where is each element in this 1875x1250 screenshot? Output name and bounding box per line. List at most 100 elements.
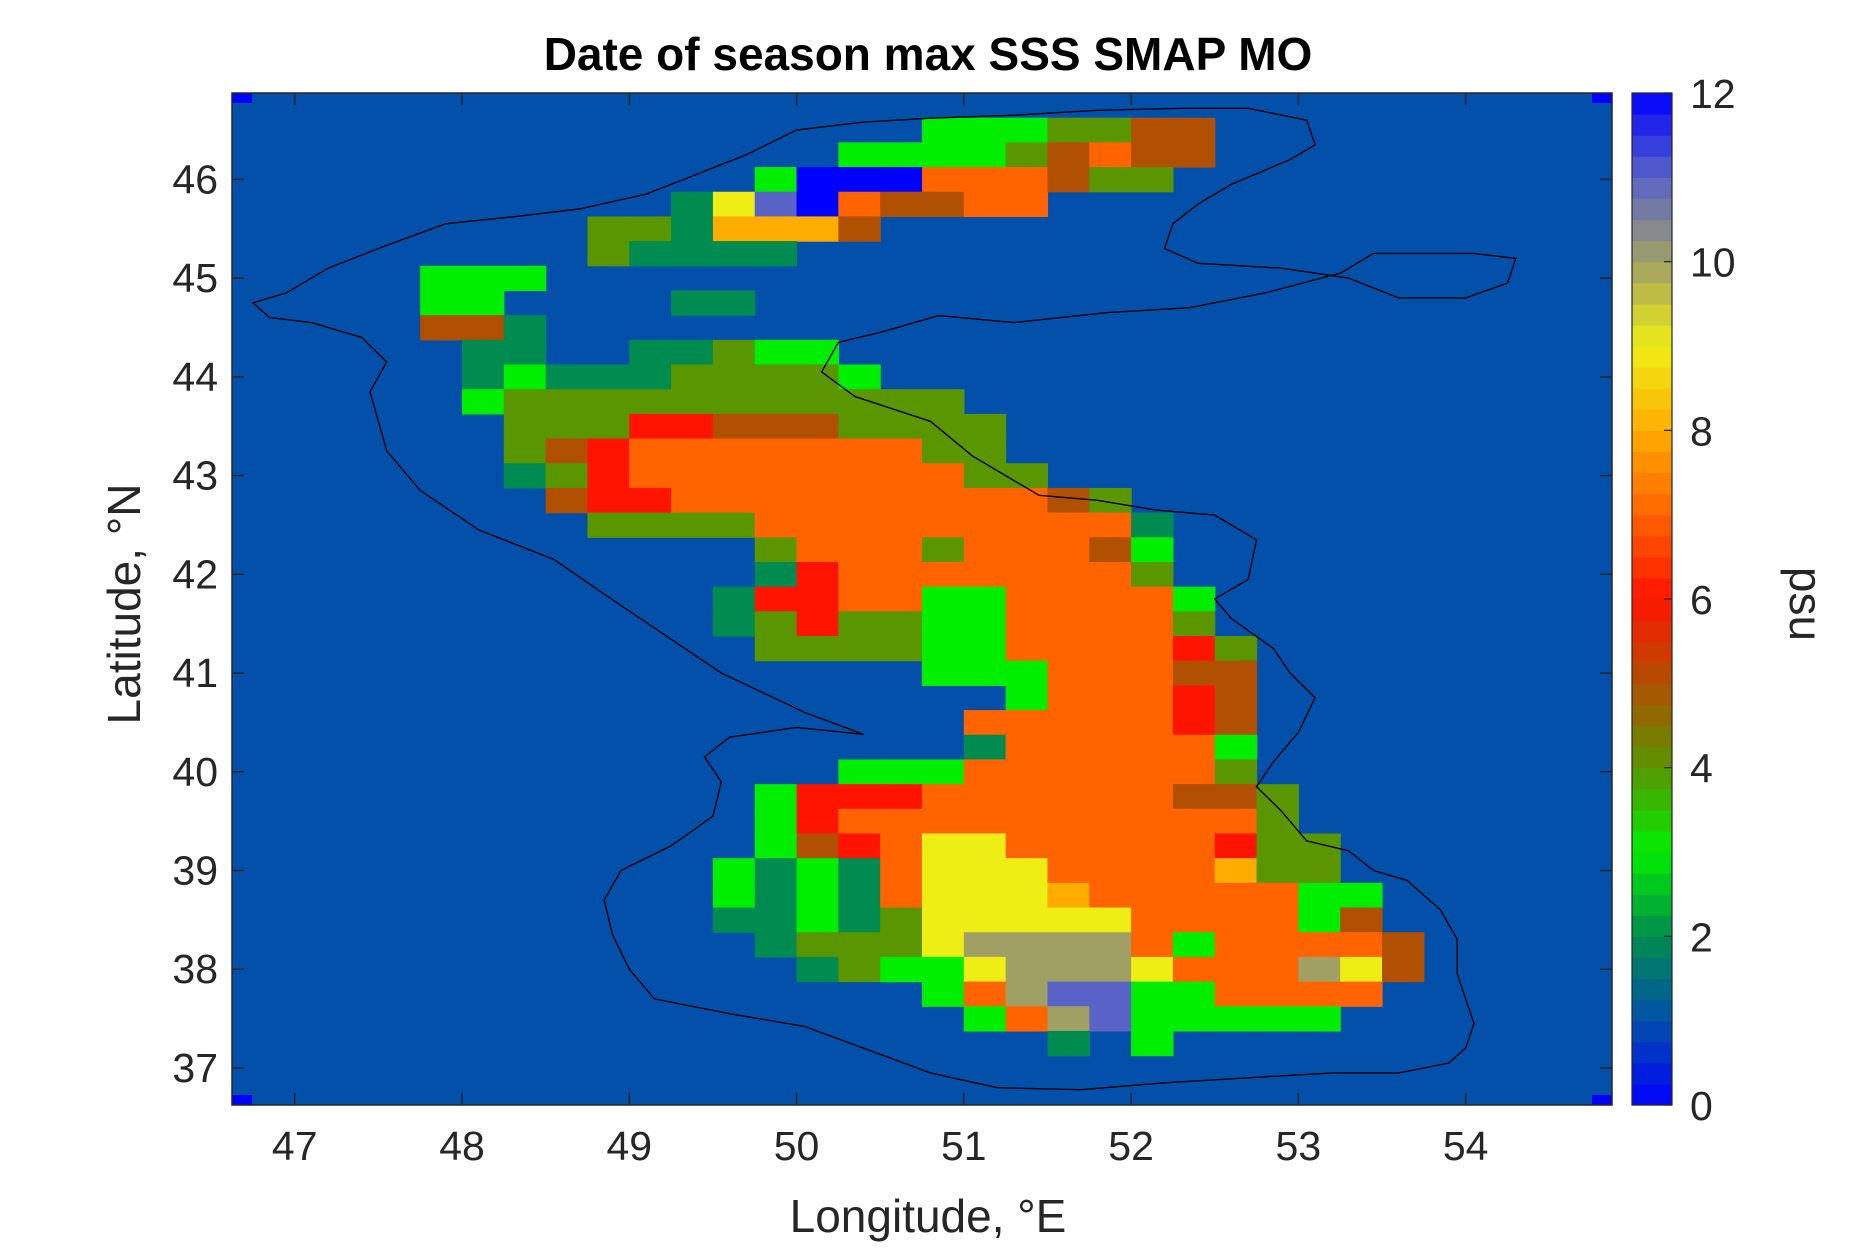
heatmap-cell (1089, 882, 1132, 909)
heatmap-cell (1089, 784, 1132, 810)
heatmap-cell (1005, 858, 1049, 884)
heatmap-cell (1172, 710, 1216, 736)
heatmap-cell (796, 956, 839, 983)
colorbar-segment (1632, 409, 1672, 431)
heatmap-cell (922, 882, 965, 909)
heatmap-cell (1047, 710, 1090, 736)
heatmap-cell (754, 784, 798, 810)
heatmap-cell (1172, 858, 1216, 884)
colorbar-segment (1632, 1083, 1672, 1106)
colorbar-segment (1632, 367, 1672, 389)
heatmap-cell (671, 191, 714, 218)
heatmap-cell (838, 808, 881, 835)
y-tick-label: 41 (172, 650, 218, 696)
heatmap-cell (880, 833, 923, 859)
heatmap-cell (838, 586, 881, 612)
heatmap-cell (1172, 1006, 1216, 1032)
heatmap-cell (503, 339, 547, 366)
colorbar-segment (1632, 662, 1672, 684)
colorbar-segment (1632, 493, 1672, 516)
heatmap-cell (1047, 586, 1090, 612)
heatmap-cell (796, 463, 839, 489)
heatmap-cell (922, 191, 965, 218)
heatmap-cell (922, 611, 965, 637)
heatmap-cell (1005, 784, 1049, 810)
heatmap-cell (671, 216, 714, 242)
y-axis-label: Latitude, °N (98, 484, 150, 725)
colorbar-tick-label: 8 (1690, 408, 1713, 454)
heatmap-cell (1131, 981, 1174, 1007)
heatmap-cell (587, 487, 630, 514)
heatmap-cell (1131, 710, 1174, 736)
heatmap-cell (1131, 907, 1174, 933)
colorbar-segment (1632, 177, 1672, 200)
colorbar-segment (1632, 303, 1672, 326)
heatmap-cell (1172, 808, 1216, 835)
colorbar-segment (1632, 282, 1672, 305)
heatmap-cell (754, 364, 798, 390)
heatmap-cell (462, 339, 505, 366)
heatmap-cell (1256, 932, 1299, 958)
heatmap-cell (1047, 611, 1090, 637)
heatmap-cell (838, 561, 881, 588)
heatmap-cell (922, 981, 965, 1007)
heatmap-cell (796, 191, 839, 218)
heatmap-cell (754, 191, 798, 218)
heatmap-cell (1005, 611, 1049, 637)
heatmap-cell (838, 167, 881, 193)
heatmap-cell (922, 561, 965, 588)
heatmap-cell (838, 932, 881, 958)
heatmap-cell (1131, 685, 1174, 711)
colorbar-segment (1632, 788, 1672, 811)
heatmap-cell (629, 389, 672, 415)
heatmap-cell (963, 907, 1007, 933)
heatmap-cell (922, 487, 965, 514)
colorbar-segment (1632, 620, 1672, 642)
corner-cell (232, 93, 252, 103)
colorbar-segment (1632, 93, 1672, 115)
heatmap-cell (1089, 512, 1132, 538)
heatmap-cell (880, 586, 923, 612)
heatmap-cell (1214, 956, 1258, 983)
heatmap-cell (1214, 710, 1258, 736)
heatmap-cell (1047, 882, 1090, 909)
heatmap-cell (922, 636, 965, 662)
heatmap-cell (922, 808, 965, 835)
heatmap-cell (880, 438, 923, 464)
colorbar-segment (1632, 198, 1672, 221)
heatmap-cell (754, 512, 798, 538)
colorbar-segment (1632, 1041, 1672, 1064)
heatmap-cell (796, 537, 839, 563)
colorbar-segment (1632, 704, 1672, 727)
colorbar-segment (1632, 683, 1672, 706)
heatmap-cell (963, 932, 1007, 958)
heatmap-cell (838, 611, 881, 637)
heatmap-cell (963, 956, 1007, 983)
colorbar-segment (1632, 451, 1672, 474)
heatmap-cell (462, 364, 505, 390)
colorbar-segment (1632, 936, 1672, 959)
heatmap-cell (1382, 956, 1425, 983)
heatmap-cell (1214, 882, 1258, 909)
heatmap-cell (838, 882, 881, 909)
heatmap-cell (754, 438, 798, 464)
heatmap-cell (754, 907, 798, 933)
heatmap-cell (880, 882, 923, 909)
heatmap-cell (1089, 660, 1132, 686)
colorbar-segment (1632, 577, 1672, 600)
x-tick-label: 54 (1443, 1123, 1489, 1169)
y-tick-label: 46 (172, 156, 218, 202)
heatmap-cell (1047, 858, 1090, 884)
heatmap-cell (671, 241, 714, 267)
heatmap-cell (796, 833, 839, 859)
heatmap-cell (671, 438, 714, 464)
heatmap-cell (754, 389, 798, 415)
heatmap-cell (754, 858, 798, 884)
heatmap-cell (1005, 586, 1049, 612)
heatmap-cell (1340, 932, 1383, 958)
heatmap-cell (1089, 117, 1132, 143)
heatmap-cell (503, 389, 547, 415)
heatmap-cell (754, 611, 798, 637)
heatmap-cell (838, 907, 881, 933)
heatmap-cell (963, 882, 1007, 909)
